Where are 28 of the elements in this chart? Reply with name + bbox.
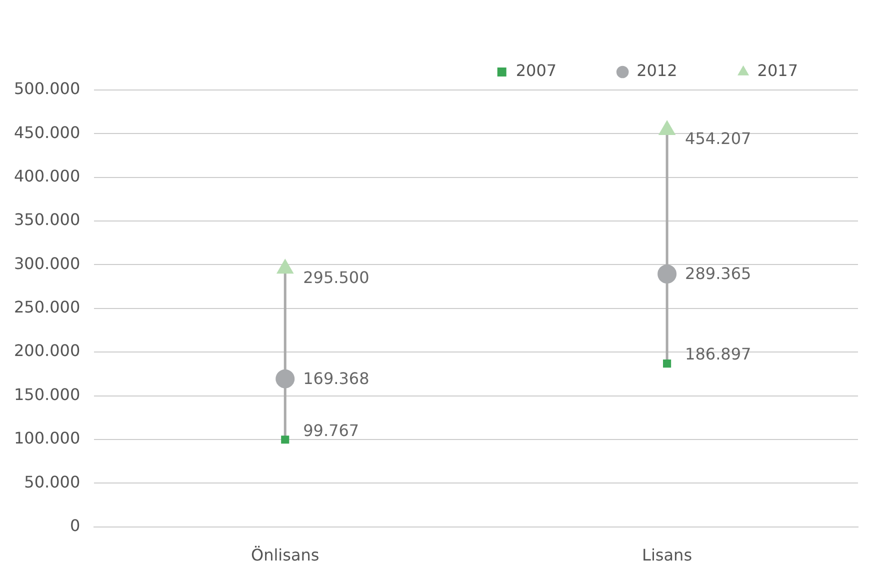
data-label: 99.767 — [303, 420, 360, 440]
y-tick-label: 100.000 — [14, 428, 80, 448]
y-tick-label: 250.000 — [14, 298, 80, 317]
data-label: 289.365 — [685, 264, 752, 284]
data-label: 186.897 — [685, 344, 752, 364]
y-tick-label: 400.000 — [14, 166, 80, 186]
y-tick-label: 150.000 — [14, 384, 80, 404]
point — [658, 120, 676, 136]
legend-label: 2007 — [516, 61, 557, 80]
y-tick-label: 0 — [70, 516, 80, 535]
y-tick-label: 500.000 — [14, 79, 80, 98]
point — [276, 259, 294, 274]
y-tick-label: 450.000 — [14, 122, 80, 142]
y-tick-label: 300.000 — [14, 254, 80, 273]
data-label: 169.368 — [303, 368, 370, 388]
y-tick-label: 350.000 — [14, 210, 80, 230]
data-label: 454.207 — [685, 129, 752, 148]
point — [281, 436, 290, 444]
point — [663, 359, 672, 368]
x-tick-label: Önlisans — [251, 546, 320, 565]
y-tick-label: 200.000 — [14, 341, 80, 360]
y-tick-label: 50.000 — [24, 472, 80, 492]
point — [658, 264, 677, 284]
legend-label: 2012 — [636, 61, 678, 80]
x-tick-label: Lisans — [642, 546, 692, 565]
point — [276, 369, 295, 388]
legend-label: 2017 — [757, 61, 798, 80]
data-label: 295.500 — [303, 268, 370, 287]
